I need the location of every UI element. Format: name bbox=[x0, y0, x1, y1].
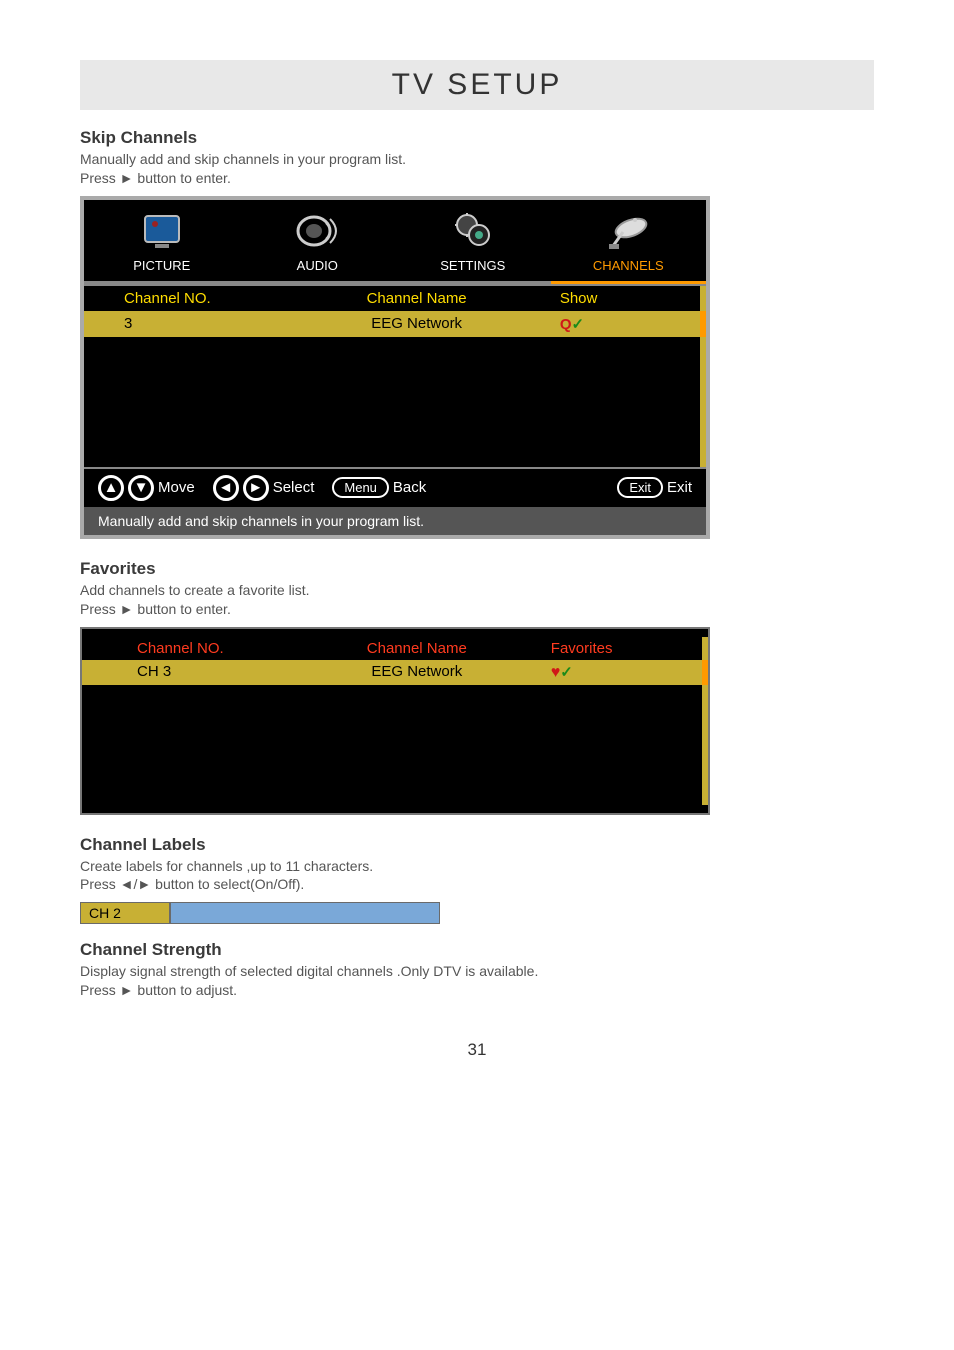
exit-group: Exit Exit bbox=[617, 477, 692, 498]
right-icon[interactable]: ► bbox=[243, 475, 269, 501]
osd-footer: ▲ ▼ Move ◄ ► Select Menu Back Exit Exit bbox=[84, 467, 706, 507]
select-label: Select bbox=[273, 479, 315, 496]
labels-line1: Create labels for channels ,up to 11 cha… bbox=[80, 858, 373, 874]
settings-tab-icon bbox=[448, 210, 498, 252]
osd-skip-channels-panel: PICTURE AUDIO SE bbox=[80, 196, 710, 539]
picture-tab-icon bbox=[137, 210, 187, 252]
cell-name: EEG Network bbox=[293, 315, 539, 333]
move-label: Move bbox=[158, 479, 195, 496]
fav-cell-name: EEG Network bbox=[293, 663, 541, 682]
left-icon[interactable]: ◄ bbox=[213, 475, 239, 501]
fav-data-row[interactable]: CH 3 EEG Network ♥✓ bbox=[82, 660, 708, 685]
page-number: 31 bbox=[80, 1040, 874, 1060]
skip-line1: Manually add and skip channels in your p… bbox=[80, 151, 406, 167]
labels-line2: Press ◄/► button to select(On/Off). bbox=[80, 876, 304, 892]
tab-picture[interactable]: PICTURE bbox=[84, 210, 240, 281]
tab-audio-label: AUDIO bbox=[297, 258, 338, 273]
skip-line2: Press ► button to enter. bbox=[80, 170, 231, 186]
favorites-panel: Channel NO. Channel Name Favorites CH 3 … bbox=[80, 627, 710, 815]
hdr-show: Show bbox=[540, 290, 700, 307]
back-group: Menu Back bbox=[332, 477, 426, 498]
channel-strength-heading: Channel Strength bbox=[80, 940, 874, 960]
menu-pill[interactable]: Menu bbox=[332, 477, 389, 498]
tab-picture-label: PICTURE bbox=[133, 258, 190, 273]
tab-audio[interactable]: AUDIO bbox=[240, 210, 396, 281]
exit-label: Exit bbox=[667, 479, 692, 496]
fav-hdr-fav: Favorites bbox=[541, 640, 702, 657]
fav-cell-mark: ♥✓ bbox=[541, 663, 702, 682]
osd-data-row[interactable]: 3 EEG Network Q✓ bbox=[84, 311, 706, 337]
fav-header-row: Channel NO. Channel Name Favorites bbox=[82, 637, 708, 660]
channel-label-input-row: CH 2 bbox=[80, 902, 874, 924]
cell-no: 3 bbox=[84, 315, 293, 333]
audio-tab-icon bbox=[292, 210, 342, 252]
tab-channels-label: CHANNELS bbox=[593, 258, 664, 273]
strength-line1: Display signal strength of selected digi… bbox=[80, 963, 538, 979]
favorites-line1: Add channels to create a favorite list. bbox=[80, 582, 310, 598]
up-icon[interactable]: ▲ bbox=[98, 475, 124, 501]
osd-footer-hint: Manually add and skip channels in your p… bbox=[84, 507, 706, 535]
osd-empty-area bbox=[84, 337, 706, 467]
select-group: ◄ ► Select bbox=[213, 475, 315, 501]
hdr-channel-no: Channel NO. bbox=[84, 290, 293, 307]
strength-line2: Press ► button to adjust. bbox=[80, 982, 237, 998]
tab-settings-label: SETTINGS bbox=[440, 258, 505, 273]
osd-header-row: Channel NO. Channel Name Show bbox=[84, 286, 706, 311]
favorites-line2: Press ► button to enter. bbox=[80, 601, 231, 617]
page-title-bar: TV SETUP bbox=[80, 60, 874, 110]
favorites-heading: Favorites bbox=[80, 559, 874, 579]
fav-cell-no: CH 3 bbox=[82, 663, 293, 682]
osd-tabs: PICTURE AUDIO SE bbox=[84, 200, 706, 281]
fav-hdr-no: Channel NO. bbox=[82, 640, 293, 657]
skip-heading: Skip Channels bbox=[80, 128, 874, 148]
channel-label-left: CH 2 bbox=[80, 902, 170, 924]
channels-tab-icon bbox=[603, 210, 653, 252]
tab-channels[interactable]: CHANNELS bbox=[551, 210, 707, 281]
heart-icon: ♥ bbox=[551, 664, 561, 681]
channel-labels-heading: Channel Labels bbox=[80, 835, 874, 855]
exit-pill[interactable]: Exit bbox=[617, 477, 663, 498]
move-group: ▲ ▼ Move bbox=[98, 475, 195, 501]
hdr-channel-name: Channel Name bbox=[293, 290, 539, 307]
fav-empty-area bbox=[82, 685, 708, 805]
cell-show-mark: Q✓ bbox=[540, 315, 700, 333]
tab-settings[interactable]: SETTINGS bbox=[395, 210, 551, 281]
channel-strength-body: Display signal strength of selected digi… bbox=[80, 962, 874, 1000]
fav-hdr-name: Channel Name bbox=[293, 640, 541, 657]
favorites-body: Add channels to create a favorite list. … bbox=[80, 581, 874, 619]
channel-labels-body: Create labels for channels ,up to 11 cha… bbox=[80, 857, 874, 895]
channel-label-input[interactable] bbox=[170, 902, 440, 924]
skip-body: Manually add and skip channels in your p… bbox=[80, 150, 874, 188]
down-icon[interactable]: ▼ bbox=[128, 475, 154, 501]
back-label: Back bbox=[393, 479, 426, 496]
